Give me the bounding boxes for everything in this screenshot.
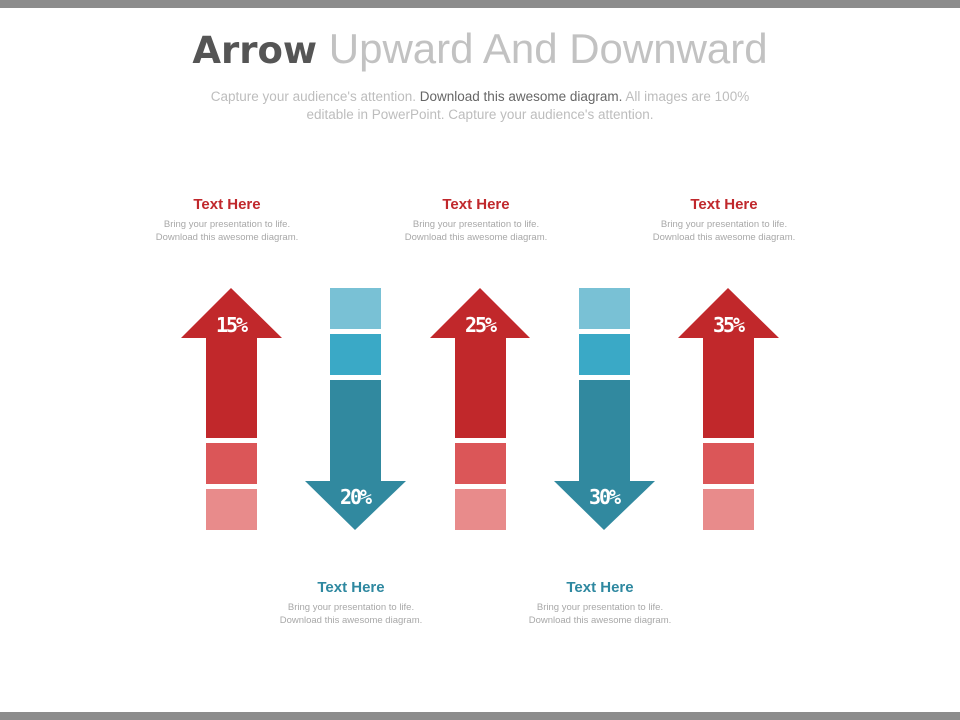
text-block-2: Text Here Bring your presentation to lif… bbox=[256, 579, 446, 627]
arrow-segment-mid bbox=[703, 443, 754, 484]
arrow-up-1: 15% bbox=[181, 288, 282, 530]
subtitle-part1: Capture your audience's attention. bbox=[210, 89, 416, 104]
text-block-heading: Text Here bbox=[193, 196, 261, 213]
text-block-heading: Text Here bbox=[690, 196, 758, 213]
arrow-segment-light bbox=[703, 489, 754, 530]
text-block-body: Bring your presentation to life. Downloa… bbox=[652, 219, 796, 243]
arrow-percent-label: 20% bbox=[340, 485, 372, 509]
arrow-percent-label: 30% bbox=[589, 485, 621, 509]
title-light: Upward And Downward bbox=[328, 25, 768, 72]
arrow-percent-label: 35% bbox=[713, 313, 745, 337]
text-block-heading: Text Here bbox=[317, 579, 385, 596]
arrow-up-5: 35% bbox=[678, 288, 779, 530]
subtitle-part3: All images are 100% editable in PowerPoi… bbox=[306, 89, 750, 122]
text-block-5: Text Here Bring your presentation to lif… bbox=[629, 196, 819, 244]
arrow-up-3: 25% bbox=[430, 288, 530, 530]
arrow-segment-light bbox=[579, 288, 630, 329]
arrow-body bbox=[181, 288, 282, 438]
arrow-percent-label: 15% bbox=[216, 313, 248, 337]
text-block-1: Text Here Bring your presentation to lif… bbox=[132, 196, 322, 244]
arrow-segment-mid bbox=[206, 443, 257, 484]
arrow-segment-light bbox=[455, 489, 506, 530]
page-title: Arrow Upward And Downward bbox=[0, 24, 960, 76]
text-block-3: Text Here Bring your presentation to lif… bbox=[381, 196, 571, 244]
arrow-down-2: 20% bbox=[305, 288, 406, 530]
bottom-border bbox=[0, 712, 960, 720]
arrow-segment-mid bbox=[330, 334, 381, 375]
subtitle: Capture your audience's attention. Downl… bbox=[210, 88, 750, 124]
text-block-body: Bring your presentation to life. Downloa… bbox=[528, 602, 672, 626]
top-border bbox=[0, 0, 960, 8]
text-block-4: Text Here Bring your presentation to lif… bbox=[505, 579, 695, 627]
arrow-down-4: 30% bbox=[554, 288, 655, 530]
arrow-segment-mid bbox=[579, 334, 630, 375]
text-block-body: Bring your presentation to life. Downloa… bbox=[279, 602, 423, 626]
arrow-segment-light bbox=[330, 288, 381, 329]
arrow-body bbox=[678, 288, 779, 438]
title-bold: Arrow bbox=[192, 29, 318, 72]
subtitle-part2: Download this awesome diagram. bbox=[419, 89, 623, 104]
text-block-body: Bring your presentation to life. Downloa… bbox=[155, 219, 299, 243]
arrow-body bbox=[430, 288, 530, 438]
arrow-body bbox=[305, 380, 406, 530]
text-block-heading: Text Here bbox=[442, 196, 510, 213]
arrow-segment-mid bbox=[455, 443, 506, 484]
arrow-percent-label: 25% bbox=[465, 313, 497, 337]
arrow-segment-light bbox=[206, 489, 257, 530]
text-block-body: Bring your presentation to life. Downloa… bbox=[404, 219, 548, 243]
text-block-heading: Text Here bbox=[566, 579, 634, 596]
arrow-body bbox=[554, 380, 655, 530]
